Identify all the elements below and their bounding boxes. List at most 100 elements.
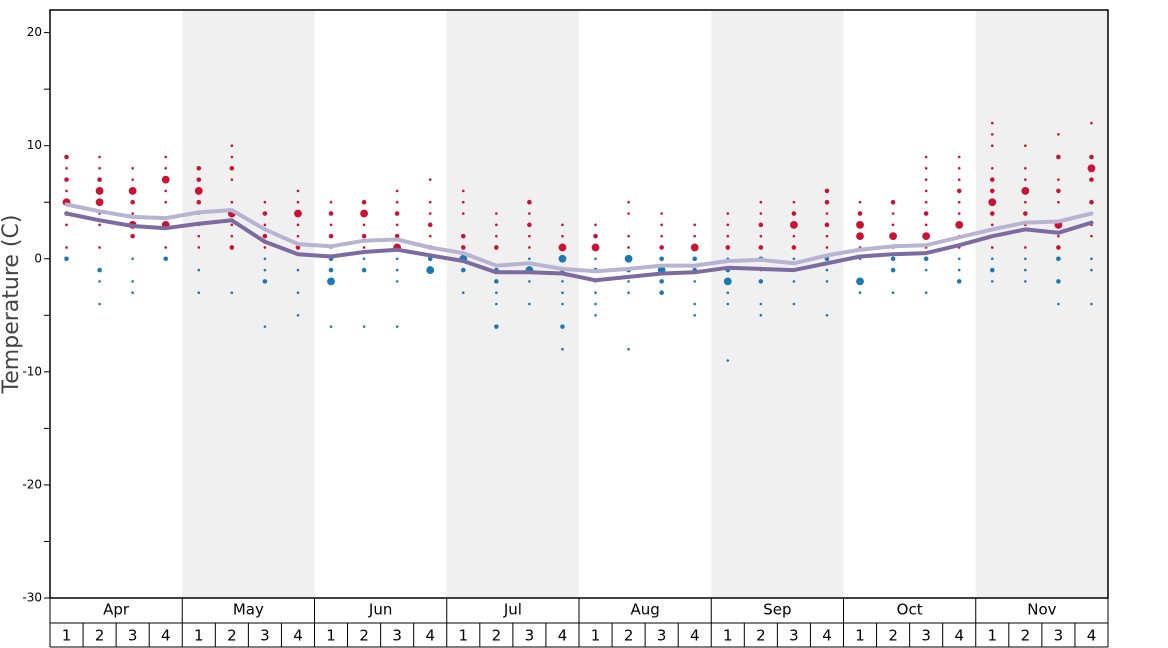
dot [560, 324, 565, 329]
week-label: 2 [888, 627, 898, 645]
dot [723, 277, 732, 286]
dot [889, 232, 897, 241]
dot [95, 198, 104, 207]
dot [1024, 280, 1027, 283]
week-label: 1 [62, 627, 72, 645]
dot [1057, 200, 1060, 204]
dot [197, 268, 201, 272]
dot [263, 257, 267, 261]
dot [360, 209, 368, 218]
week-label: 4 [425, 627, 435, 645]
dot [955, 220, 964, 229]
dot [792, 302, 796, 306]
dot [1057, 234, 1060, 238]
dot [726, 359, 730, 362]
dot [196, 166, 202, 171]
month-label: Jun [368, 601, 392, 619]
dot [262, 233, 268, 239]
dot [693, 223, 697, 227]
dot [65, 189, 68, 193]
dot [627, 200, 630, 204]
dot [692, 256, 698, 262]
y-tick-label: -20 [22, 477, 42, 491]
dot [924, 178, 928, 181]
dot [825, 268, 829, 272]
dot [395, 268, 399, 272]
dot [561, 234, 564, 238]
dot [130, 233, 135, 239]
dot [856, 220, 864, 229]
dot [230, 223, 234, 227]
week-label: 2 [756, 627, 766, 645]
dot [95, 187, 104, 195]
dot [624, 254, 633, 263]
dot [561, 302, 564, 306]
dot [956, 279, 962, 284]
dot [1056, 188, 1061, 194]
dot [98, 302, 101, 306]
dot [990, 121, 994, 125]
dot [856, 232, 864, 241]
dot [460, 233, 466, 239]
dot [660, 223, 663, 227]
dot [230, 144, 234, 147]
week-label: 4 [690, 627, 700, 645]
dot [461, 291, 465, 294]
dot [98, 280, 101, 283]
dot [627, 234, 630, 238]
dot [263, 268, 267, 272]
dot [296, 291, 300, 294]
dot [824, 188, 830, 194]
week-label: 3 [260, 627, 270, 645]
dot [328, 267, 334, 273]
dot [660, 234, 663, 238]
dot [561, 347, 564, 351]
dot [989, 267, 995, 273]
week-label: 3 [128, 627, 138, 645]
dot [759, 234, 763, 238]
dot [294, 209, 302, 218]
month-label: Oct [897, 601, 923, 619]
dot [230, 234, 234, 238]
dot [726, 223, 730, 227]
dot [924, 291, 928, 294]
dot [263, 246, 267, 249]
dot [230, 200, 234, 204]
month-label: Nov [1027, 601, 1056, 619]
dot [98, 223, 101, 227]
dot [461, 189, 465, 193]
dot [428, 178, 432, 181]
week-label: 4 [954, 627, 964, 645]
dot [990, 246, 994, 249]
dot [759, 200, 763, 204]
dot [329, 325, 333, 328]
dot [923, 211, 929, 216]
dot [461, 200, 465, 204]
dot [1089, 177, 1094, 182]
week-label: 2 [1021, 627, 1031, 645]
dot [428, 212, 432, 215]
dot [594, 302, 597, 306]
dot [957, 167, 961, 170]
dot [890, 256, 896, 262]
dot [957, 178, 961, 181]
dot [131, 167, 134, 170]
dot [1057, 178, 1060, 181]
dot [594, 314, 597, 317]
dot [164, 200, 168, 204]
dot [759, 314, 763, 317]
dot [856, 277, 864, 286]
dot [130, 199, 135, 205]
dot [461, 212, 465, 215]
dot [890, 199, 896, 205]
week-label: 1 [326, 627, 336, 645]
dot [627, 212, 630, 215]
dot [494, 324, 499, 329]
dot [759, 212, 763, 215]
dot [362, 223, 366, 227]
dot [1024, 144, 1027, 147]
dot [558, 243, 567, 252]
week-label: 4 [161, 627, 171, 645]
dot [362, 325, 366, 328]
dot [495, 302, 498, 306]
